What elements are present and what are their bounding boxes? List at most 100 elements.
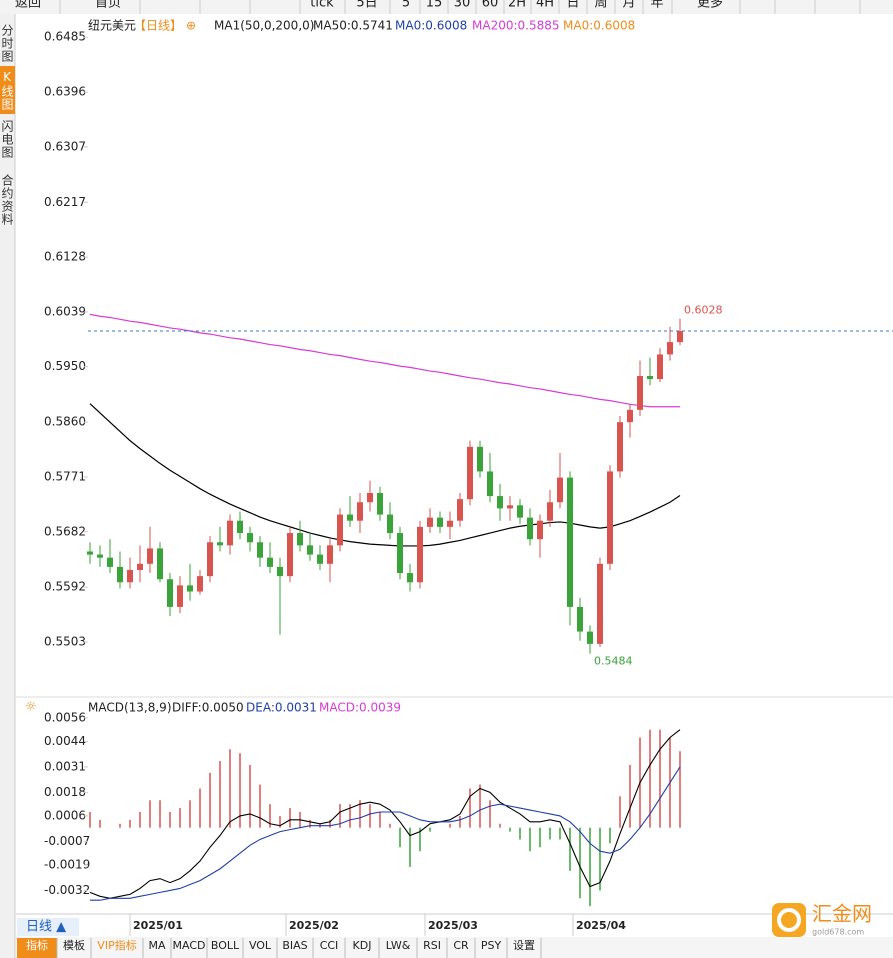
bottom-tab[interactable]: 指标 <box>26 938 48 952</box>
bottom-tab[interactable]: 设置 <box>513 939 535 952</box>
low-label: 0.5484 <box>594 655 633 668</box>
bottom-tab[interactable]: 模板 <box>63 938 85 952</box>
candle-body <box>597 563 603 644</box>
toolbar-item[interactable]: 4H <box>536 0 554 11</box>
candle-body <box>627 409 633 423</box>
bottom-tab[interactable]: BIAS <box>282 939 307 952</box>
toolbar-item[interactable]: 周 <box>594 0 607 11</box>
candle-body <box>667 342 673 355</box>
bottom-tab[interactable]: VIP指标 <box>97 938 136 952</box>
toolbar-item[interactable]: 年 <box>650 0 663 11</box>
bottom-tab[interactable]: MA <box>148 939 165 952</box>
toolbar-item[interactable]: tick <box>310 0 334 11</box>
bottom-tab[interactable]: PSY <box>481 939 502 952</box>
candle-body <box>237 520 243 534</box>
x-tick-label: 2025/03 <box>428 919 478 932</box>
legend-entry: MA50:0.5741 <box>313 19 393 33</box>
sidebar-bg <box>0 14 15 958</box>
toolbar-item[interactable]: 更多 <box>697 0 723 11</box>
candle-body <box>167 579 173 607</box>
sidebar-tab[interactable]: K线图 <box>0 70 14 111</box>
y-tick-label: 0.5950 <box>44 359 86 373</box>
y-tick-label: 0.0018 <box>44 785 86 799</box>
sidebar-tab[interactable]: 闪电图 <box>0 120 14 159</box>
candle-body <box>517 505 523 518</box>
toolbar-item[interactable]: 15 <box>426 0 443 11</box>
bottom-tab[interactable]: LW& <box>386 939 411 952</box>
bottom-tab[interactable]: RSI <box>423 939 441 952</box>
logo-name: 汇金网 <box>812 902 872 926</box>
toolbar-item[interactable]: 月 <box>622 0 635 11</box>
legend-entry: MACD:0.0039 <box>319 701 401 715</box>
candle-body <box>117 566 123 583</box>
candle-body <box>427 517 433 527</box>
legend-entry: DEA:0.0031 <box>246 701 317 715</box>
candle-body <box>387 514 393 534</box>
candle-body <box>657 354 663 380</box>
candle-body <box>197 576 203 592</box>
tab-active-bg <box>17 938 57 958</box>
y-tick-label: 0.0056 <box>44 710 86 724</box>
toolbar-item[interactable]: 5 <box>402 0 410 11</box>
sidebar-active <box>0 66 15 114</box>
legend-entry: MA0:0.6008 <box>395 19 467 33</box>
candle-body <box>437 517 443 527</box>
candle-body <box>307 545 313 555</box>
candle-body <box>557 477 563 503</box>
candle-body <box>147 548 153 564</box>
candle-body <box>457 499 463 521</box>
bottom-tab[interactable]: CR <box>453 939 469 952</box>
y-tick-label: 0.6039 <box>44 304 86 318</box>
candle-body <box>277 566 283 577</box>
toolbar-item[interactable]: 30 <box>454 0 471 11</box>
toolbar-item[interactable]: 日 <box>566 0 579 11</box>
chart-subtitle: 【日线】 <box>134 19 182 33</box>
chart-title: MACD(13,8,9) <box>88 701 172 715</box>
bottom-tab[interactable]: BOLL <box>211 939 240 952</box>
legend-entry: MA200:0.5885 <box>472 19 560 33</box>
candle-body <box>587 631 593 644</box>
y-tick-label: 0.5771 <box>44 469 86 483</box>
y-tick-label: 0.6485 <box>44 30 86 44</box>
toolbar-item[interactable]: 首页 <box>95 0 121 11</box>
candle-body <box>607 471 613 564</box>
candle-body <box>217 542 223 546</box>
candle-body <box>347 514 353 521</box>
candle-body <box>487 471 493 497</box>
bottom-tab[interactable]: MACD <box>173 939 206 952</box>
period-button-bg[interactable] <box>17 918 79 936</box>
candle-body <box>157 548 163 580</box>
candle-body <box>677 331 683 343</box>
period-button[interactable]: 日线 ▲ <box>26 920 66 935</box>
toolbar-item[interactable]: 2H <box>508 0 526 11</box>
candle-body <box>337 514 343 546</box>
candle-body <box>547 502 553 521</box>
y-tick-label: 0.5503 <box>44 635 86 649</box>
bottom-tab[interactable]: KDJ <box>353 939 372 952</box>
toolbar-item[interactable]: 5日 <box>356 0 377 11</box>
candle-body <box>297 533 303 546</box>
sidebar-tab[interactable]: 分时图 <box>0 24 14 63</box>
candle-body <box>317 554 323 564</box>
y-tick-label: 0.0044 <box>44 734 86 748</box>
candle-body <box>187 585 193 592</box>
candle-body <box>137 563 143 570</box>
candle-body <box>97 554 103 558</box>
candle-body <box>207 542 213 577</box>
candle-body <box>87 551 93 555</box>
y-tick-label: 0.6217 <box>44 195 86 209</box>
candle-body <box>507 505 513 509</box>
bottom-tab[interactable]: CCI <box>320 939 339 952</box>
toolbar-item[interactable]: 返回 <box>15 0 41 11</box>
logo-icon-ring <box>777 908 801 932</box>
settings-icon[interactable]: ☼ <box>25 700 37 715</box>
add-icon: ⊕ <box>186 19 196 33</box>
sidebar-tab[interactable]: 合约资料 <box>0 173 14 226</box>
candle-body <box>367 492 373 503</box>
bottom-tab[interactable]: VOL <box>249 939 272 952</box>
legend-entry: MA1(50,0,200,0) <box>214 19 314 33</box>
toolbar-item[interactable]: 60 <box>482 0 499 11</box>
x-tick-label: 2025/04 <box>576 919 626 932</box>
candle-body <box>637 375 643 410</box>
y-tick-label: 0.5592 <box>44 580 86 594</box>
